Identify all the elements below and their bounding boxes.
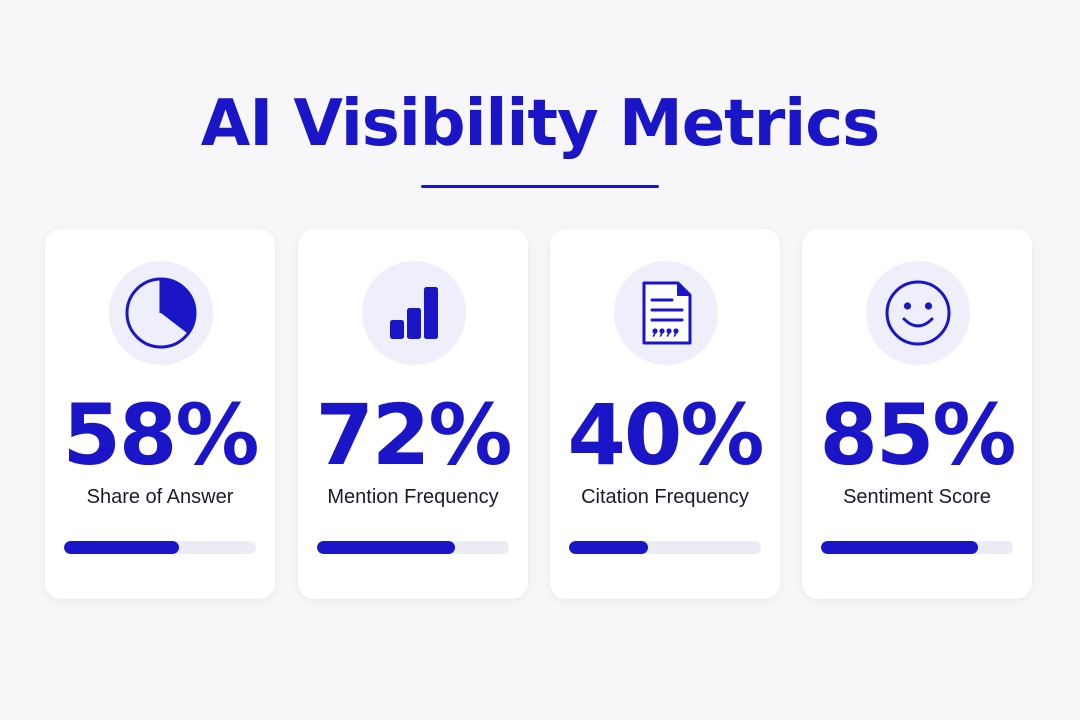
title-underline: [421, 185, 659, 188]
progress-track: [317, 541, 509, 554]
progress-fill: [64, 541, 180, 554]
progress-track: [64, 541, 256, 554]
bar-chart-icon: [390, 287, 438, 339]
metric-icon-badge: [362, 261, 466, 365]
metric-card-citation-frequency: 40% Citation Frequency: [550, 229, 780, 599]
metric-card-share-of-answer: 58% Share of Answer: [45, 229, 275, 599]
metric-value: 40%: [567, 386, 764, 484]
metric-card-mention-frequency: 72% Mention Frequency: [298, 229, 528, 599]
metric-label: Mention Frequency: [327, 486, 499, 508]
metric-label: Citation Frequency: [581, 486, 749, 508]
progress-fill: [317, 541, 456, 554]
metric-card-sentiment-score: 85% Sentiment Score: [802, 229, 1032, 599]
pie-chart-icon: [125, 277, 197, 349]
page-title: AI Visibility Metrics: [200, 87, 880, 161]
progress-track: [569, 541, 761, 554]
metric-icon-badge: [866, 261, 970, 365]
smiley-face-icon: [885, 280, 951, 346]
document-quote-icon: [642, 281, 692, 345]
metric-icon-badge: [109, 261, 213, 365]
progress-fill: [569, 541, 648, 554]
progress-track: [821, 541, 1013, 554]
metric-value: 72%: [315, 386, 512, 484]
progress-fill: [821, 541, 979, 554]
metric-label: Share of Answer: [86, 486, 234, 508]
metric-value: 58%: [62, 386, 259, 484]
metric-icon-badge: [614, 261, 718, 365]
metric-value: 85%: [819, 386, 1016, 484]
metric-label: Sentiment Score: [843, 486, 991, 508]
